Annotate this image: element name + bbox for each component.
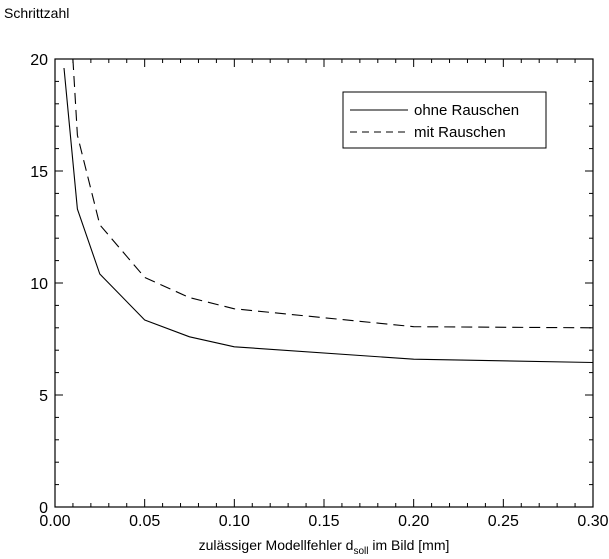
x-tick-label: 0.00 xyxy=(39,513,70,530)
x-tick-label: 0.15 xyxy=(308,513,339,530)
x-axis-label-subscript: soll xyxy=(353,546,368,557)
y-tick-label: 5 xyxy=(39,388,48,405)
series-line-mit-rauschen xyxy=(72,58,594,329)
x-tick-label: 0.10 xyxy=(219,513,250,530)
y-tick-label: 15 xyxy=(30,164,48,181)
legend-label-mit-rauschen: mit Rauschen xyxy=(414,124,506,141)
series-lines xyxy=(63,58,594,364)
legend-box xyxy=(342,91,547,149)
y-tick-label: 20 xyxy=(30,52,48,69)
legend: ohne Rauschen mit Rauschen xyxy=(342,91,547,149)
axis-tick-labels: 0.00 0.05 0.10 0.15 0.20 0.25 0.30 0 5 10 15 20 xyxy=(30,52,608,530)
x-tick-label: 0.25 xyxy=(488,513,519,530)
x-axis-label-main: zulässiger Modellfehler d xyxy=(199,537,354,553)
legend-label-ohne-rauschen: ohne Rauschen xyxy=(414,102,519,119)
x-tick-label: 0.20 xyxy=(398,513,429,530)
y-tick-label: 10 xyxy=(30,276,48,293)
series-line-ohne-rauschen xyxy=(63,67,594,364)
axis-ticks xyxy=(54,58,594,508)
y-tick-label: 0 xyxy=(39,500,48,517)
x-tick-label: 0.05 xyxy=(129,513,160,530)
x-axis-label: zulässiger Modellfehler dsoll im Bild [m… xyxy=(199,537,450,557)
y-axis-label: Schrittzahl xyxy=(4,5,69,21)
x-axis-label-tail: im Bild [mm] xyxy=(368,537,449,553)
x-tick-label: 0.30 xyxy=(577,513,608,530)
